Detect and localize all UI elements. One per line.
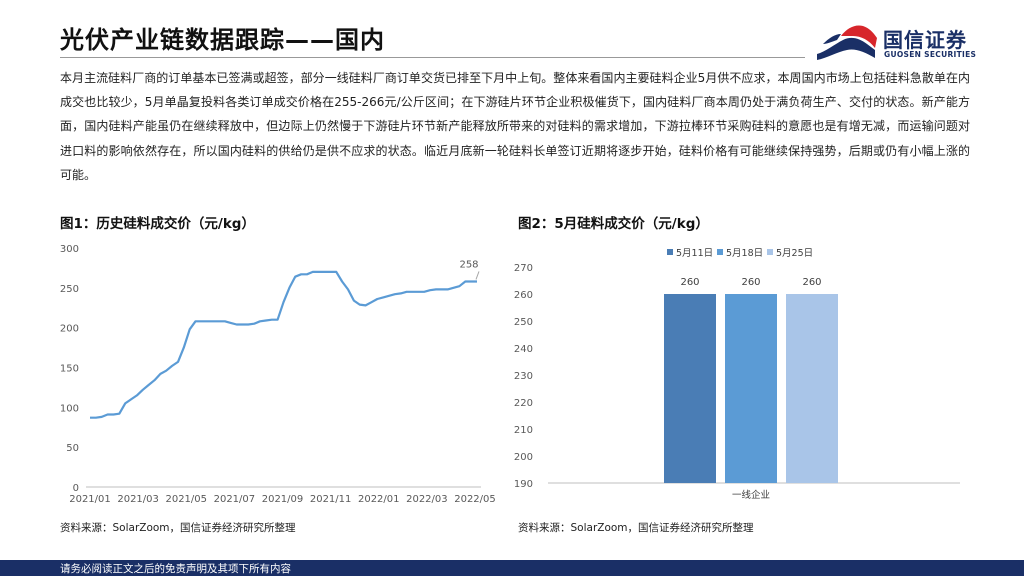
company-logo-icon — [817, 25, 877, 60]
chart2-bar — [786, 294, 838, 483]
chart1-y-tick-label: 150 — [60, 364, 79, 375]
chart2-legend-swatch — [717, 249, 723, 255]
chart2-legend-label: 5月18日 — [726, 248, 763, 259]
chart2-legend-label: 5月25日 — [776, 248, 813, 259]
chart1-x-tick-label: 2022/05 — [454, 494, 496, 505]
chart2-y-tick-label: 220 — [514, 398, 533, 409]
chart2-y-tick-label: 260 — [514, 290, 533, 301]
chart1-y-tick-label: 100 — [60, 403, 79, 414]
chart2-y-tick-label: 250 — [514, 317, 533, 328]
chart2-legend-swatch — [767, 249, 773, 255]
chart1-x-tick-label: 2022/03 — [406, 494, 448, 505]
figure1-source: 资料来源：SolarZoom，国信证券经济研究所整理 — [60, 522, 296, 534]
chart2-data-label: 260 — [741, 277, 760, 288]
chart1-y-tick-label: 300 — [60, 244, 79, 255]
chart1-x-tick-label: 2021/03 — [117, 494, 159, 505]
page-title: 光伏产业链数据跟踪——国内 — [60, 26, 385, 54]
figure1-title: 图1：历史硅料成交价（元/kg） — [60, 216, 255, 232]
footer-bar: 请务必阅读正文之后的免责声明及其项下所有内容 — [0, 560, 1024, 576]
title-divider — [60, 57, 805, 58]
summary-paragraph: 本月主流硅料厂商的订单基本已签满或超签，部分一线硅料厂商订单交货已排至下月中上旬… — [60, 71, 970, 182]
chart2-y-tick-label: 270 — [514, 263, 533, 274]
chart1-y-tick-label: 250 — [60, 284, 79, 295]
chart2-bar — [725, 294, 777, 483]
chart1-x-tick-label: 2021/07 — [214, 494, 256, 505]
chart1-y-tick-label: 50 — [66, 443, 79, 454]
chart1-data-label: 258 — [459, 259, 478, 270]
chart2-category-label: 一线企业 — [732, 489, 770, 501]
logo-english-name: GUOSEN SECURITIES — [884, 50, 977, 59]
chart2-y-tick-label: 190 — [514, 479, 533, 490]
chart2-y-tick-label: 210 — [514, 425, 533, 436]
chart2-y-tick-label: 200 — [514, 452, 533, 463]
chart1-x-tick-label: 2021/01 — [69, 494, 111, 505]
chart2-y-tick-label: 230 — [514, 371, 533, 382]
chart1-y-tick-label: 200 — [60, 324, 79, 335]
chart2-data-label: 260 — [802, 277, 821, 288]
chart2-y-tick-label: 240 — [514, 344, 533, 355]
figure2-title: 图2：5月硅料成交价（元/kg） — [518, 216, 709, 232]
chart2-legend-label: 5月11日 — [676, 248, 713, 259]
logo-name: 国信证券 — [883, 28, 967, 52]
chart2-bar — [664, 294, 716, 483]
chart1-x-tick-label: 2021/11 — [310, 494, 352, 505]
chart1-x-tick-label: 2021/05 — [165, 494, 207, 505]
chart1-y-tick-label: 0 — [73, 483, 79, 494]
chart1-x-tick-label: 2022/01 — [358, 494, 400, 505]
chart1-annotation-leader — [475, 271, 480, 280]
footer-disclaimer: 请务必阅读正文之后的免责声明及其项下所有内容 — [60, 563, 291, 575]
chart2-data-label: 260 — [680, 277, 699, 288]
chart1-series-line — [90, 270, 477, 419]
figure2-source: 资料来源：SolarZoom，国信证券经济研究所整理 — [518, 522, 754, 534]
chart1-x-tick-label: 2021/09 — [262, 494, 304, 505]
chart2-legend-swatch — [667, 249, 673, 255]
